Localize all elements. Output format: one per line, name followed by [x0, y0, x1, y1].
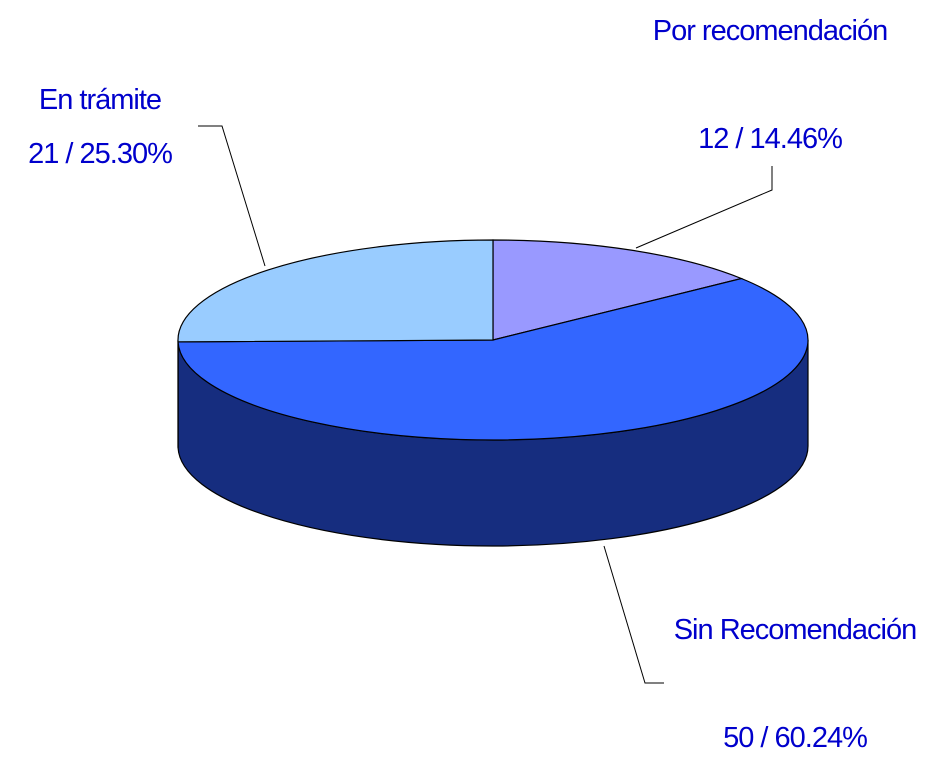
- pie: [178, 240, 808, 546]
- value-label: 21 / 25.30%: [0, 127, 220, 181]
- slice-label: En trámite: [0, 73, 220, 127]
- slice-label: Por recomendación: [630, 4, 910, 58]
- slice-label: Sin Recomendación: [655, 603, 928, 657]
- value-label: 12 / 14.46%: [630, 112, 910, 166]
- slice: [178, 240, 493, 342]
- value-label: 50 / 60.24%: [655, 711, 928, 765]
- leader-line: [636, 166, 772, 248]
